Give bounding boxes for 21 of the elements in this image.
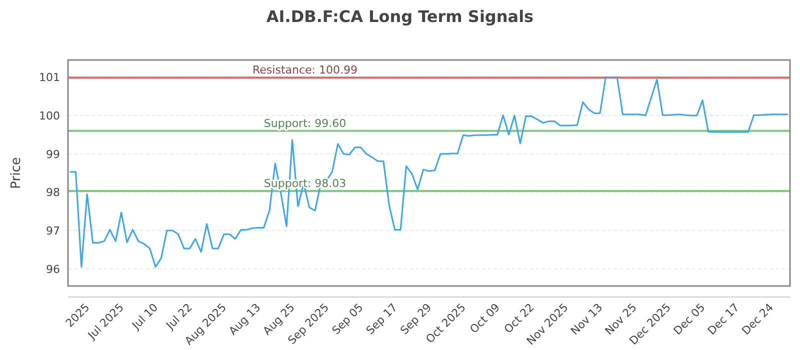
- x-tick-label: Oct 09: [467, 300, 502, 336]
- x-tick-label: Sep 17: [364, 300, 400, 338]
- ref-line-label: Resistance: 100.99: [252, 64, 358, 77]
- y-tick-label: 99: [46, 148, 60, 161]
- x-tick-label: Jul 10: [128, 300, 161, 333]
- y-tick-label: 96: [46, 262, 60, 276]
- x-tick-label: Sep 05: [330, 300, 366, 338]
- y-tick-label: 97: [46, 224, 60, 238]
- x-tick-label: Aug 13: [226, 300, 264, 338]
- y-tick-label: 100: [39, 110, 60, 123]
- x-tick-label: Jul 22: [163, 300, 195, 333]
- y-axis-title: Price: [9, 157, 24, 189]
- x-tick-label: Dec 17: [705, 300, 742, 338]
- y-tick-label: 101: [39, 71, 60, 84]
- x-tick-label: Dec 24: [739, 300, 776, 338]
- x-tick-label: Dec 05: [671, 300, 708, 338]
- x-tick-label: Nov 13: [568, 300, 606, 338]
- chart-title: AI.DB.F:CA Long Term Signals: [266, 7, 534, 26]
- ref-line-label: Support: 99.60: [264, 116, 346, 130]
- line-series: [69, 76, 789, 268]
- y-tick-label: 98: [46, 186, 60, 200]
